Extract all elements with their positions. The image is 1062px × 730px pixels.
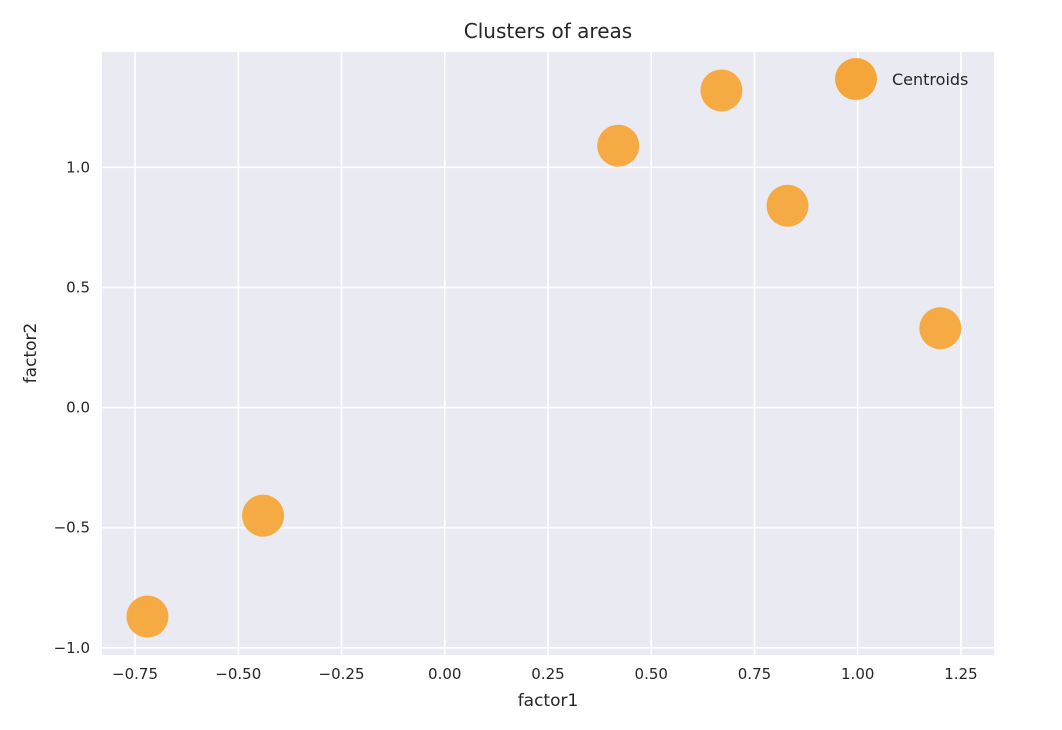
legend-marker [835,58,877,100]
x-tick-label: −0.75 [112,665,158,683]
x-tick-label: 0.75 [738,665,771,683]
y-tick-label: 0.5 [66,278,90,296]
tick-labels: −0.75 −0.50 −0.25 0.00 0.25 0.50 0.75 1.00 1.25 −… [54,158,978,683]
x-tick-label: 0.00 [428,665,461,683]
chart-title: Clusters of areas [464,19,632,43]
data-point [597,124,640,167]
x-tick-label: 1.00 [841,665,874,683]
x-axis-label: factor1 [518,691,579,711]
data-point [919,307,962,350]
x-tick-label: −0.50 [215,665,261,683]
data-point [700,69,743,112]
x-tick-label: −0.25 [319,665,365,683]
y-tick-label: 0.0 [66,399,90,417]
data-point [126,595,169,638]
y-tick-label: −1.0 [54,639,90,657]
legend-label: Centroids [892,70,968,89]
x-tick-label: 0.25 [531,665,564,683]
x-tick-label: 1.25 [944,665,977,683]
y-tick-label: 1.0 [66,158,90,176]
data-point [766,184,809,227]
legend: Centroids [835,58,968,100]
x-tick-label: 0.50 [635,665,668,683]
grid-lines [102,52,994,655]
data-points [126,69,962,638]
y-axis-label: factor2 [21,323,41,384]
data-point [242,494,285,537]
y-tick-label: −0.5 [54,519,90,537]
